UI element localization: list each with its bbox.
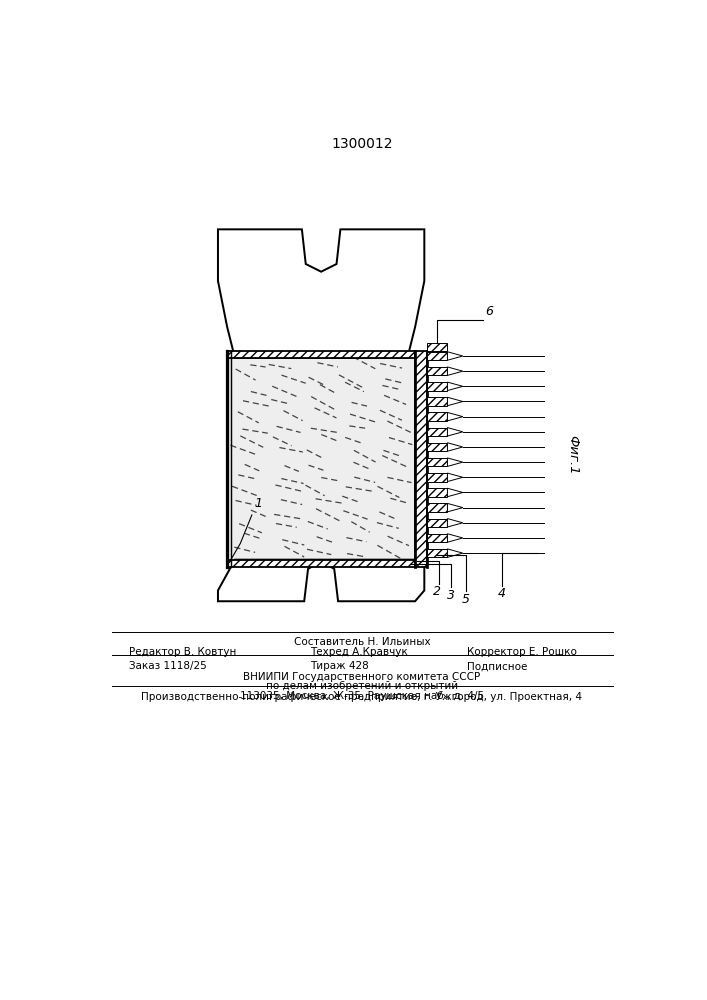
Bar bbox=[428, 412, 448, 421]
Bar bbox=[428, 473, 448, 482]
Text: Заказ 1118/25: Заказ 1118/25 bbox=[129, 661, 206, 671]
Text: Тираж 428: Тираж 428 bbox=[310, 661, 368, 671]
Text: Подписное: Подписное bbox=[467, 661, 528, 671]
Text: 4: 4 bbox=[498, 587, 506, 600]
Bar bbox=[428, 534, 448, 542]
Polygon shape bbox=[448, 428, 463, 436]
Bar bbox=[428, 382, 448, 391]
Polygon shape bbox=[448, 382, 463, 391]
Polygon shape bbox=[218, 560, 424, 601]
Bar bbox=[428, 428, 448, 436]
Text: Техред А.Кравчук: Техред А.Кравчук bbox=[310, 647, 407, 657]
Polygon shape bbox=[448, 352, 463, 360]
Text: 2: 2 bbox=[433, 585, 441, 598]
Bar bbox=[428, 352, 448, 360]
Bar bbox=[415, 351, 428, 567]
Text: 3: 3 bbox=[447, 589, 455, 602]
Polygon shape bbox=[448, 519, 463, 527]
Polygon shape bbox=[448, 473, 463, 482]
Polygon shape bbox=[448, 412, 463, 421]
Bar bbox=[227, 351, 415, 358]
Bar bbox=[428, 397, 448, 406]
Text: Составитель Н. Ильиных: Составитель Н. Ильиных bbox=[293, 637, 431, 647]
Text: 6: 6 bbox=[485, 305, 493, 318]
Text: Корректор Е. Рошко: Корректор Е. Рошко bbox=[467, 647, 578, 657]
Polygon shape bbox=[448, 443, 463, 451]
Text: 1300012: 1300012 bbox=[331, 137, 392, 151]
Text: Производственно-полиграфическое предприятие, г. Ужгород, ул. Проектная, 4: Производственно-полиграфическое предприя… bbox=[141, 692, 583, 702]
Polygon shape bbox=[448, 488, 463, 497]
Bar bbox=[227, 560, 415, 567]
Text: Редактор В. Ковтун: Редактор В. Ковтун bbox=[129, 647, 236, 657]
Bar bbox=[428, 488, 448, 497]
Text: ВНИИПИ Государственного комитета СССР: ВНИИПИ Государственного комитета СССР bbox=[243, 672, 481, 682]
Text: по делам изобретений и открытий: по делам изобретений и открытий bbox=[266, 681, 458, 691]
Bar bbox=[428, 367, 448, 375]
Polygon shape bbox=[448, 503, 463, 512]
Text: 113035, Москва, Ж-35, Раушская наб., д. 4/5: 113035, Москва, Ж-35, Раушская наб., д. … bbox=[240, 691, 484, 701]
Bar bbox=[428, 343, 448, 351]
Bar bbox=[227, 351, 415, 567]
Text: 5: 5 bbox=[462, 593, 470, 606]
Polygon shape bbox=[448, 367, 463, 375]
Bar bbox=[428, 443, 448, 451]
Bar bbox=[428, 503, 448, 512]
Polygon shape bbox=[448, 458, 463, 466]
Bar bbox=[428, 549, 448, 557]
Text: Фиг.1: Фиг.1 bbox=[566, 435, 580, 475]
Polygon shape bbox=[448, 534, 463, 542]
Text: 1: 1 bbox=[254, 497, 262, 510]
Polygon shape bbox=[448, 397, 463, 406]
Polygon shape bbox=[448, 549, 463, 557]
Bar bbox=[428, 519, 448, 527]
Polygon shape bbox=[218, 229, 424, 358]
Bar bbox=[428, 458, 448, 466]
